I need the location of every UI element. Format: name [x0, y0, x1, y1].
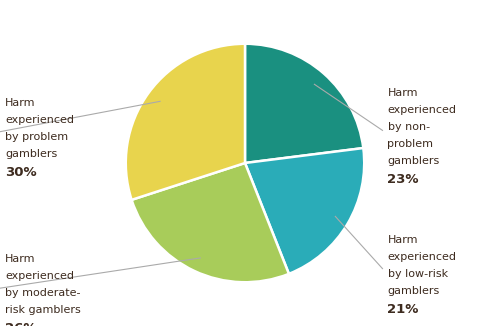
Text: Harm: Harm: [388, 88, 418, 98]
Wedge shape: [245, 148, 364, 274]
Text: by low-risk: by low-risk: [388, 269, 448, 279]
Text: Harm: Harm: [388, 235, 418, 245]
Text: experienced: experienced: [5, 271, 74, 281]
Text: gamblers: gamblers: [5, 149, 57, 159]
Wedge shape: [245, 44, 364, 163]
Text: gamblers: gamblers: [388, 156, 440, 166]
Text: 30%: 30%: [5, 166, 36, 179]
Text: 23%: 23%: [388, 173, 419, 186]
Text: 26%: 26%: [5, 322, 36, 326]
Text: experienced: experienced: [388, 252, 456, 262]
Text: problem: problem: [388, 139, 434, 149]
Text: by moderate-: by moderate-: [5, 288, 80, 298]
Text: by problem: by problem: [5, 132, 68, 142]
Wedge shape: [126, 44, 245, 200]
Text: Harm: Harm: [5, 254, 36, 264]
Text: experienced: experienced: [5, 115, 74, 125]
Text: experienced: experienced: [388, 105, 456, 115]
Text: gamblers: gamblers: [388, 286, 440, 296]
Text: 21%: 21%: [388, 303, 419, 316]
Text: risk gamblers: risk gamblers: [5, 305, 81, 315]
Wedge shape: [132, 163, 289, 282]
Text: Harm: Harm: [5, 98, 36, 108]
Text: by non-: by non-: [388, 122, 430, 132]
